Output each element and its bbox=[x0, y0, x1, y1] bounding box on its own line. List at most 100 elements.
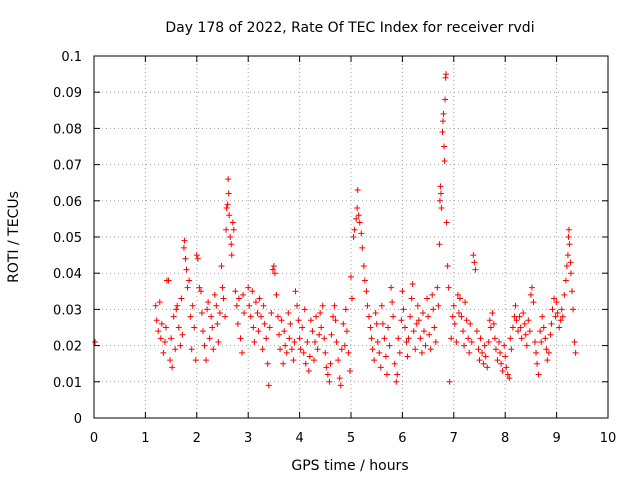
data-point bbox=[434, 284, 441, 291]
data-point bbox=[313, 313, 320, 320]
data-point bbox=[186, 277, 193, 284]
data-point bbox=[264, 360, 271, 367]
data-point bbox=[499, 367, 506, 374]
data-point bbox=[442, 74, 449, 81]
data-point bbox=[223, 205, 230, 212]
grid-lines bbox=[94, 56, 608, 418]
data-point bbox=[475, 346, 482, 353]
data-point bbox=[442, 96, 449, 103]
data-point bbox=[309, 328, 316, 335]
data-point bbox=[427, 346, 434, 353]
data-point bbox=[302, 360, 309, 367]
data-point bbox=[549, 306, 556, 313]
data-point bbox=[463, 317, 470, 324]
data-point bbox=[322, 349, 329, 356]
data-point bbox=[400, 306, 407, 313]
chart-title: Day 178 of 2022, Rate Of TEC Index for r… bbox=[165, 20, 534, 36]
data-point bbox=[338, 346, 345, 353]
data-point bbox=[265, 382, 272, 389]
data-point bbox=[472, 266, 479, 273]
data-point bbox=[256, 295, 263, 302]
data-point bbox=[439, 129, 446, 136]
data-point bbox=[491, 335, 498, 342]
data-point bbox=[273, 291, 280, 298]
data-point bbox=[356, 219, 363, 226]
data-point bbox=[177, 342, 184, 349]
data-point bbox=[346, 367, 353, 374]
data-point bbox=[228, 252, 235, 259]
data-point bbox=[360, 262, 367, 269]
data-point bbox=[484, 364, 491, 371]
data-point bbox=[533, 349, 540, 356]
data-point bbox=[501, 342, 508, 349]
data-point bbox=[276, 331, 283, 338]
y-axis-title: ROTI / TECUs bbox=[6, 191, 22, 283]
data-point bbox=[211, 291, 218, 298]
data-point bbox=[431, 324, 438, 331]
data-point bbox=[461, 342, 468, 349]
y-tick-label: 0.07 bbox=[53, 159, 82, 174]
data-point bbox=[199, 328, 206, 335]
data-point bbox=[403, 338, 410, 345]
data-point bbox=[316, 331, 323, 338]
x-tick-label: 7 bbox=[450, 431, 458, 446]
data-point bbox=[233, 302, 240, 309]
data-point bbox=[324, 371, 331, 378]
data-point bbox=[266, 324, 273, 331]
x-tick-label: 9 bbox=[552, 431, 560, 446]
data-point bbox=[270, 262, 277, 269]
data-point bbox=[471, 259, 478, 266]
data-point bbox=[226, 212, 233, 219]
data-point bbox=[292, 288, 299, 295]
data-point bbox=[435, 302, 442, 309]
data-point bbox=[182, 255, 189, 262]
data-point bbox=[443, 219, 450, 226]
data-point bbox=[388, 284, 395, 291]
data-point bbox=[517, 324, 524, 331]
data-point bbox=[496, 338, 503, 345]
data-point bbox=[390, 313, 397, 320]
data-point bbox=[175, 324, 182, 331]
data-point bbox=[569, 288, 576, 295]
y-tick-label: 0.05 bbox=[53, 231, 82, 246]
data-point bbox=[419, 310, 426, 317]
x-tick-label: 1 bbox=[141, 431, 149, 446]
data-point bbox=[450, 302, 457, 309]
data-point bbox=[453, 338, 460, 345]
data-point bbox=[225, 176, 232, 183]
data-point bbox=[286, 335, 293, 342]
data-point bbox=[189, 302, 196, 309]
data-point bbox=[323, 364, 330, 371]
data-point bbox=[554, 310, 561, 317]
data-point bbox=[328, 331, 335, 338]
data-point bbox=[534, 360, 541, 367]
data-point bbox=[503, 364, 510, 371]
data-point bbox=[327, 360, 334, 367]
data-point bbox=[191, 324, 198, 331]
data-point bbox=[399, 288, 406, 295]
data-point bbox=[165, 277, 172, 284]
data-point bbox=[386, 342, 393, 349]
data-point bbox=[246, 302, 253, 309]
data-point bbox=[196, 284, 203, 291]
data-point bbox=[564, 252, 571, 259]
data-point bbox=[409, 281, 416, 288]
data-point bbox=[283, 349, 290, 356]
x-axis-ticks: 0 1 2 3 4 5 6 7 8 9 10 bbox=[90, 56, 616, 446]
data-point bbox=[174, 302, 181, 309]
data-point bbox=[249, 288, 256, 295]
data-point bbox=[275, 313, 282, 320]
y-tick-label: 0.01 bbox=[53, 376, 82, 391]
data-point bbox=[367, 324, 374, 331]
data-point bbox=[296, 335, 303, 342]
data-point bbox=[239, 349, 246, 356]
data-point bbox=[307, 317, 314, 324]
data-point bbox=[228, 241, 235, 248]
data-point bbox=[318, 324, 325, 331]
data-point bbox=[372, 310, 379, 317]
data-point bbox=[527, 291, 534, 298]
data-point bbox=[537, 328, 544, 335]
x-tick-label: 2 bbox=[193, 431, 201, 446]
data-point bbox=[382, 353, 389, 360]
data-point bbox=[437, 183, 444, 190]
